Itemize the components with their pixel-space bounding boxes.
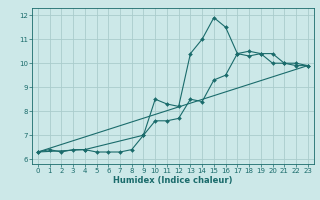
X-axis label: Humidex (Indice chaleur): Humidex (Indice chaleur) <box>113 176 233 185</box>
